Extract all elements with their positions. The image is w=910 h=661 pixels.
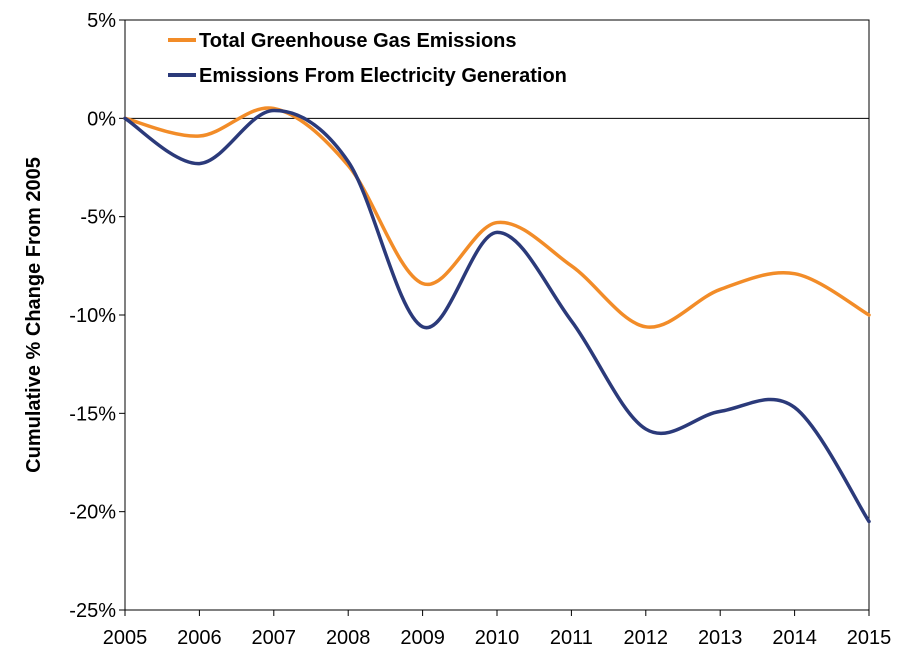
legend-label-1: Total Greenhouse Gas Emissions xyxy=(199,30,517,52)
legend: Total Greenhouse Gas Emissions Emissions … xyxy=(168,30,567,87)
x-tick-label: 2009 xyxy=(400,627,445,649)
x-tick-label: 2014 xyxy=(772,627,817,649)
x-tick-label: 2006 xyxy=(177,627,222,649)
x-axis-ticks: 2005 2006 2007 2008 2009 2010 2011 2012 2013 2014… xyxy=(103,610,892,649)
x-tick-label: 2010 xyxy=(475,627,520,649)
y-axis-ticks: 5% 0% -5% -10% -15% -20% -25% xyxy=(69,10,125,622)
x-tick-label: 2005 xyxy=(103,627,148,649)
series-layer xyxy=(123,106,871,524)
series-line-1 xyxy=(123,106,871,329)
y-tick-label: -10% xyxy=(69,305,116,327)
x-tick-label: 2015 xyxy=(847,627,892,649)
plot-area xyxy=(124,19,870,611)
x-tick-label: 2012 xyxy=(624,627,669,649)
x-tick-label: 2008 xyxy=(326,627,371,649)
y-tick-label: -5% xyxy=(80,207,116,229)
y-tick-label: 0% xyxy=(87,108,116,130)
plot-frame xyxy=(124,19,870,611)
y-axis-title: Cumulative % Change From 2005 xyxy=(23,157,45,473)
y-tick-label: -15% xyxy=(69,403,116,425)
x-tick-label: 2007 xyxy=(252,627,297,649)
y-tick-label: 5% xyxy=(87,10,116,32)
series-line-2 xyxy=(123,108,871,524)
x-tick-label: 2013 xyxy=(698,627,743,649)
x-tick-label: 2011 xyxy=(550,627,593,649)
y-tick-label: -20% xyxy=(69,502,116,524)
legend-label-2: Emissions From Electricity Generation xyxy=(199,65,567,87)
y-tick-label: -25% xyxy=(69,600,116,622)
